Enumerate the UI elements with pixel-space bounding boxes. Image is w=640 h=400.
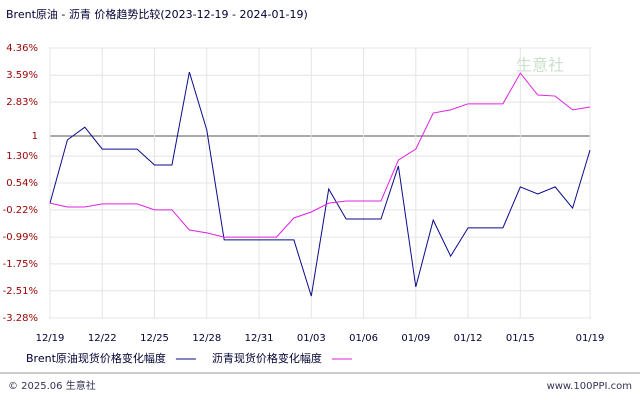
y-tick-label: -0.99%	[3, 232, 38, 243]
x-tick-label: 12/31	[245, 333, 274, 344]
chart-title: Brent原油 - 沥青 价格趋势比较(2023-12-19 - 2024-01…	[6, 7, 308, 21]
x-tick-label: 01/03	[297, 333, 326, 344]
x-tick-label: 01/19	[576, 333, 605, 344]
series-line	[49, 71, 591, 297]
series-line	[49, 72, 591, 238]
y-tick-label: 1	[32, 131, 38, 142]
x-tick-label: 12/28	[192, 333, 221, 344]
y-tick-label: -2.51%	[3, 286, 38, 297]
y-tick-label: -0.22%	[3, 205, 38, 216]
y-tick-label: 4.36%	[6, 43, 38, 54]
y-tick-label: 2.83%	[6, 97, 38, 108]
x-tick-label: 01/12	[454, 333, 483, 344]
x-tick-label: 12/22	[88, 333, 117, 344]
x-tick-label: 01/06	[349, 333, 378, 344]
footer-right: www.100PPI.com	[547, 381, 632, 392]
x-tick-label: 01/09	[401, 333, 430, 344]
legend-label: 沥青现货价格变化幅度	[212, 351, 322, 365]
x-tick-label: 12/19	[36, 333, 65, 344]
y-tick-label: -1.75%	[3, 259, 38, 270]
y-tick-label: 3.59%	[6, 70, 38, 81]
y-tick-label: -3.28%	[3, 313, 38, 324]
legend-label: Brent原油现货价格变化幅度	[26, 351, 166, 365]
footer-left: © 2025.06 生意社	[8, 379, 96, 392]
watermark: 生意社	[516, 56, 564, 75]
y-tick-label: 0.54%	[6, 178, 38, 189]
x-tick-label: 01/15	[506, 333, 535, 344]
x-tick-label: 12/25	[140, 333, 169, 344]
y-tick-label: 1.30%	[6, 151, 38, 162]
